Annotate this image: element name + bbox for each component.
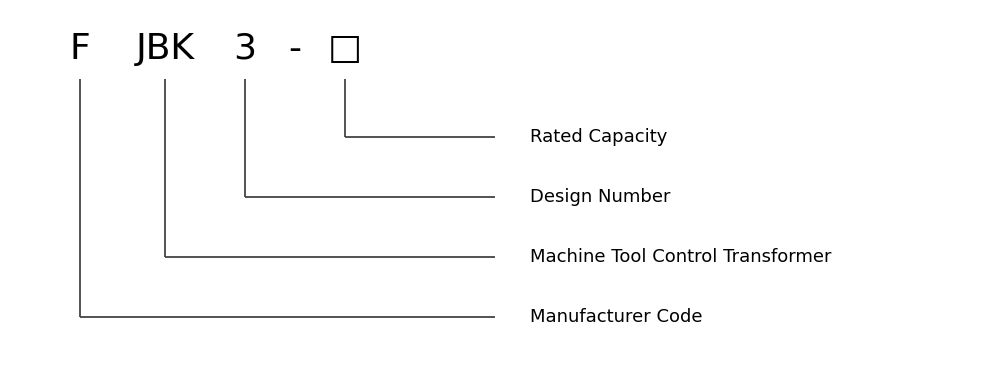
Text: JBK: JBK: [135, 32, 195, 66]
Text: □: □: [328, 32, 362, 66]
Text: Manufacturer Code: Manufacturer Code: [530, 308, 702, 326]
Text: Rated Capacity: Rated Capacity: [530, 128, 667, 146]
Text: F: F: [70, 32, 90, 66]
Text: -: -: [288, 32, 302, 66]
Text: Design Number: Design Number: [530, 188, 670, 206]
Text: Machine Tool Control Transformer: Machine Tool Control Transformer: [530, 248, 832, 266]
Text: 3: 3: [234, 32, 256, 66]
